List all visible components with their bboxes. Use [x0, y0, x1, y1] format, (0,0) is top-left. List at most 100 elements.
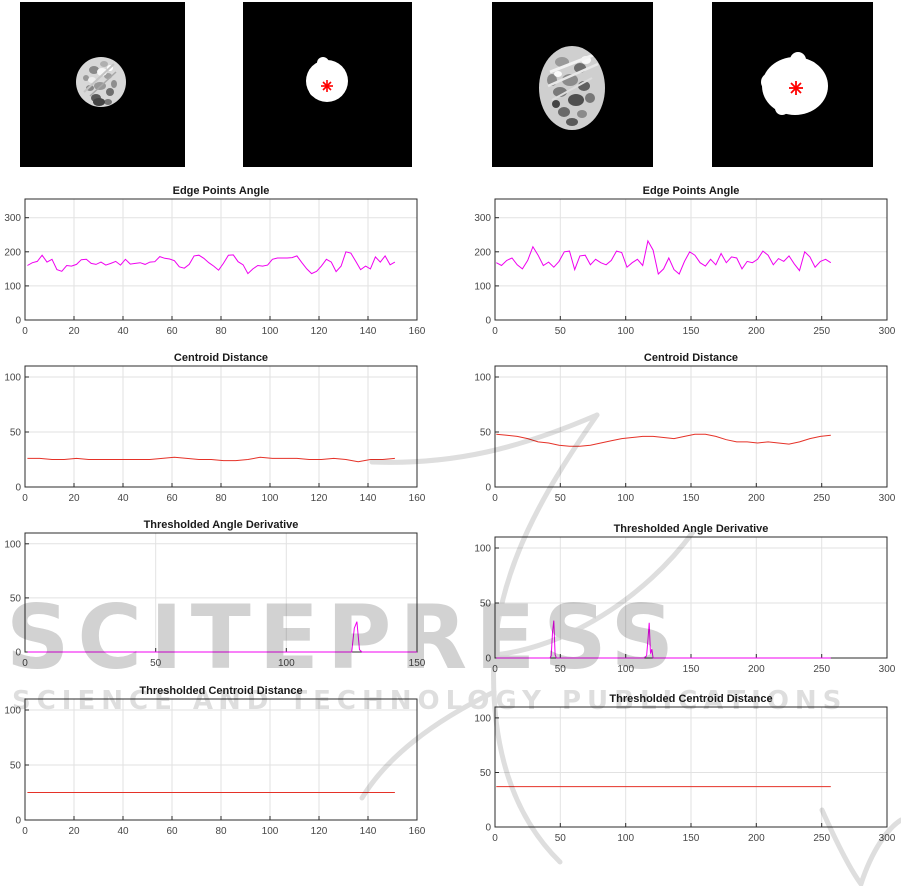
svg-text:140: 140 [360, 826, 377, 837]
svg-text:100: 100 [474, 713, 491, 724]
svg-text:100: 100 [262, 493, 279, 504]
svg-text:120: 120 [311, 826, 328, 837]
svg-text:300: 300 [879, 326, 896, 337]
svg-text:0: 0 [485, 654, 491, 665]
svg-text:Edge Points Angle: Edge Points Angle [643, 185, 740, 197]
svg-text:150: 150 [683, 493, 700, 504]
svg-text:120: 120 [311, 326, 328, 337]
chart-canvas: 0 50 100 150 200 250 300 0 50 100 Thresholded Angl… [474, 523, 895, 675]
svg-text:200: 200 [748, 326, 765, 337]
svg-text:140: 140 [360, 326, 377, 337]
svg-text:100: 100 [474, 281, 491, 292]
thresholded-angle-derivative-chart-left: 0 50 100 150 0 50 100 Thresholded Angle Derivat… [0, 517, 431, 674]
svg-text:0: 0 [485, 823, 491, 834]
thresholded-centroid-distance-chart-left: 0 20 40 60 80 100 120 140 160 0 50 100 Thresholded C… [0, 683, 431, 842]
svg-text:300: 300 [474, 213, 491, 224]
grayscale-object-graphic [492, 2, 653, 167]
svg-text:50: 50 [10, 428, 22, 439]
edge-points-angle-chart-left: 0 20 40 60 80 100 120 140 160 0 100 200 300 Edge Poin… [0, 183, 431, 342]
svg-text:40: 40 [117, 826, 129, 837]
svg-text:100: 100 [4, 281, 21, 292]
svg-text:200: 200 [748, 664, 765, 675]
svg-text:100: 100 [4, 706, 21, 717]
binary-mask-image-large [712, 2, 873, 167]
svg-text:50: 50 [480, 768, 492, 779]
svg-text:100: 100 [4, 373, 21, 384]
svg-text:50: 50 [480, 599, 492, 610]
svg-text:150: 150 [683, 833, 700, 844]
svg-text:100: 100 [617, 493, 634, 504]
svg-text:0: 0 [492, 833, 498, 844]
binary-mask-graphic [712, 2, 873, 167]
svg-text:0: 0 [15, 648, 21, 659]
svg-text:Centroid Distance: Centroid Distance [644, 352, 738, 364]
svg-text:160: 160 [409, 493, 426, 504]
svg-text:20: 20 [68, 826, 80, 837]
svg-text:Thresholded Centroid Distance: Thresholded Centroid Distance [609, 693, 772, 705]
grayscale-object-graphic [20, 2, 185, 167]
chart-canvas: 0 20 40 60 80 100 120 140 160 0 50 100 Centroid Dist… [4, 352, 426, 504]
chart-canvas: 0 50 100 150 0 50 100 Thresholded Angle Derivat… [4, 519, 426, 669]
svg-text:0: 0 [485, 316, 491, 327]
svg-text:60: 60 [166, 493, 178, 504]
svg-text:0: 0 [492, 664, 498, 675]
svg-text:50: 50 [555, 664, 567, 675]
svg-text:300: 300 [879, 493, 896, 504]
svg-text:50: 50 [555, 326, 567, 337]
svg-text:300: 300 [4, 213, 21, 224]
svg-text:50: 50 [480, 428, 492, 439]
svg-text:0: 0 [22, 493, 28, 504]
chart-canvas: 0 50 100 150 200 250 300 0 100 200 300 Edge Points … [474, 185, 896, 337]
svg-text:160: 160 [409, 826, 426, 837]
grayscale-object-image-large [492, 2, 653, 167]
svg-text:0: 0 [492, 326, 498, 337]
svg-text:50: 50 [10, 761, 22, 772]
svg-text:100: 100 [474, 373, 491, 384]
chart-canvas: 0 50 100 150 200 250 300 0 50 100 Thresholded Cent… [474, 693, 896, 844]
svg-text:150: 150 [683, 326, 700, 337]
svg-text:250: 250 [813, 833, 830, 844]
binary-mask-image-small [243, 2, 412, 167]
svg-text:140: 140 [360, 493, 377, 504]
svg-text:Thresholded Centroid Distance: Thresholded Centroid Distance [139, 685, 302, 697]
svg-text:100: 100 [262, 326, 279, 337]
svg-text:200: 200 [748, 833, 765, 844]
svg-text:0: 0 [15, 483, 21, 494]
svg-text:250: 250 [813, 326, 830, 337]
svg-text:300: 300 [879, 833, 896, 844]
svg-text:100: 100 [617, 833, 634, 844]
binary-mask-graphic [243, 2, 412, 167]
svg-text:100: 100 [617, 326, 634, 337]
svg-text:250: 250 [813, 493, 830, 504]
svg-text:0: 0 [492, 493, 498, 504]
svg-text:Centroid Distance: Centroid Distance [174, 352, 268, 364]
svg-text:0: 0 [15, 316, 21, 327]
chart-canvas: 0 20 40 60 80 100 120 140 160 0 50 100 Thresholded C… [4, 685, 426, 837]
svg-text:40: 40 [117, 493, 129, 504]
thresholded-centroid-distance-chart-right: 0 50 100 150 200 250 300 0 50 100 Thresholded Cent… [470, 691, 901, 849]
svg-text:0: 0 [22, 826, 28, 837]
svg-text:80: 80 [215, 326, 227, 337]
centroid-marker-icon [789, 81, 803, 95]
svg-text:0: 0 [22, 326, 28, 337]
svg-text:50: 50 [10, 593, 22, 604]
svg-text:Thresholded Angle Derivative: Thresholded Angle Derivative [614, 523, 769, 535]
svg-text:60: 60 [166, 326, 178, 337]
svg-text:250: 250 [813, 664, 830, 675]
svg-text:60: 60 [166, 826, 178, 837]
svg-text:150: 150 [409, 658, 426, 669]
svg-text:0: 0 [15, 816, 21, 827]
svg-text:20: 20 [68, 326, 80, 337]
edge-points-angle-chart-right: 0 50 100 150 200 250 300 0 100 200 300 Edge Points … [470, 183, 901, 342]
svg-text:100: 100 [617, 664, 634, 675]
svg-text:80: 80 [215, 493, 227, 504]
svg-text:200: 200 [4, 247, 21, 258]
svg-text:20: 20 [68, 493, 80, 504]
centroid-distance-chart-right: 0 50 100 150 200 250 300 0 50 100 Centroid Distanc… [470, 350, 901, 509]
svg-text:Thresholded Angle Derivative: Thresholded Angle Derivative [144, 519, 299, 531]
svg-text:50: 50 [150, 658, 162, 669]
svg-text:160: 160 [409, 326, 426, 337]
svg-text:50: 50 [555, 493, 567, 504]
svg-text:100: 100 [262, 826, 279, 837]
